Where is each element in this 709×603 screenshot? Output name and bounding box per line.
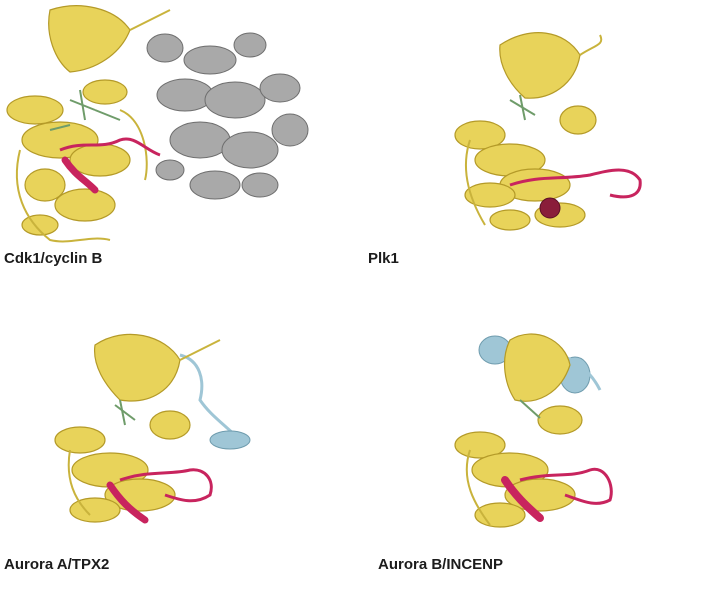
- cdk1-kinase-body: [6, 5, 131, 236]
- plk1-structure: [454, 32, 642, 231]
- ligand-sticks: [114, 399, 136, 426]
- aurora-b-loops: [465, 449, 491, 526]
- activation-loop: [119, 468, 213, 503]
- panel-label: Aurora A/TPX2: [4, 556, 110, 573]
- activation-segment: [539, 197, 561, 219]
- panel-cdk1-cyclin-b: Cdk1/cyclin B: [0, 0, 340, 300]
- activation-loop: [59, 137, 161, 157]
- tpx2-partner: [179, 353, 242, 442]
- panel-aurora-a-tpx2: Aurora A/TPX2: [0, 300, 340, 603]
- panel-aurora-b-incenp: Aurora B/INCENP: [360, 300, 709, 603]
- activation-segment: [61, 156, 99, 194]
- cyclin-b-helices: [146, 32, 309, 200]
- aurora-b-incenp-structure: [454, 333, 613, 528]
- aurora-a-loops: [67, 339, 221, 516]
- activation-loop: [519, 467, 613, 505]
- aurora-a-tpx2-structure: [54, 333, 251, 524]
- panel-label: Plk1: [368, 250, 399, 267]
- panel-plk1: Plk1: [360, 0, 709, 300]
- ligand-sticks: [49, 89, 121, 131]
- ligand-sticks: [509, 94, 536, 121]
- cdk1-cyclin-b-structure: [6, 5, 309, 243]
- activation-loop: [509, 168, 642, 199]
- ligand-sticks: [519, 399, 541, 419]
- activation-segment: [501, 476, 544, 522]
- aurora-a-kinase-body: [54, 333, 191, 523]
- tpx2-helix: [209, 430, 251, 450]
- plk1-loops: [464, 34, 603, 226]
- cdk1-loops: [15, 9, 171, 243]
- panel-label: Cdk1/cyclin B: [4, 250, 103, 267]
- aurora-b-kinase-body: [454, 333, 583, 528]
- panel-label: Aurora B/INCENP: [378, 556, 504, 573]
- activation-segment: [106, 481, 149, 524]
- plk1-kinase-body: [454, 32, 597, 231]
